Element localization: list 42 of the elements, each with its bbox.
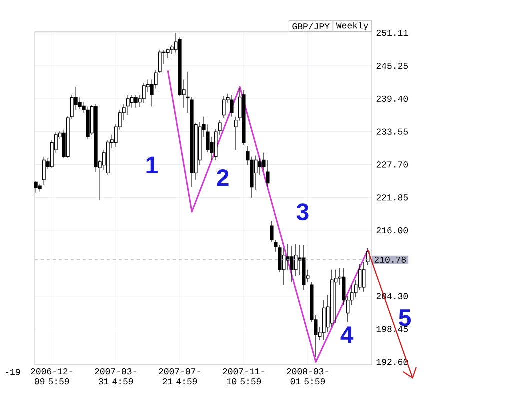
candlestick <box>190 96 194 188</box>
candlestick <box>262 152 266 171</box>
chart-subtitle: Weekly <box>336 22 368 30</box>
x-tick-label: 2007-11-10 5:59 <box>223 368 264 385</box>
candlestick <box>282 248 286 286</box>
candlestick <box>258 158 262 176</box>
annotation: 1 <box>146 156 158 174</box>
chart-title: GBP/JPY <box>292 22 330 30</box>
x-tick-label: 2008-03-01 5:59 <box>287 368 328 385</box>
candlestick <box>254 155 258 190</box>
annotation: 3 <box>296 204 309 221</box>
candlestick <box>290 246 294 283</box>
annotation: 2 <box>217 169 229 186</box>
candlestick <box>286 244 290 270</box>
line-series <box>167 70 369 363</box>
candlestick <box>142 82 146 104</box>
candlestick <box>166 48 170 59</box>
candlestick <box>186 72 190 114</box>
candlestick <box>234 116 238 150</box>
candlestick <box>230 94 234 118</box>
text: -19 <box>6 369 20 376</box>
candlestick <box>170 45 174 55</box>
x-tick-label: 2006-12-09 5:59 <box>31 368 72 385</box>
annotation: 4 <box>340 326 354 344</box>
y-tick-label: 216.00 <box>376 227 408 234</box>
y-tick-label: 233.55 <box>376 128 408 135</box>
y-tick-label: 221.85 <box>376 194 408 201</box>
text: 5 <box>399 310 412 326</box>
candlestick <box>266 160 270 188</box>
y-tick-label: 239.40 <box>376 96 408 102</box>
y-tick-label: 227.70 <box>376 162 408 168</box>
candlestick <box>206 124 210 153</box>
x-tick-label: 2007-03-31 4:59 <box>95 368 136 385</box>
candlestick <box>222 96 226 118</box>
candlestick <box>294 244 298 276</box>
x-tick-label: 2007-07-21 4:59 <box>159 368 200 385</box>
candlestick <box>270 220 274 243</box>
candlestick <box>214 128 218 161</box>
y-tick-label: 251.11 <box>376 30 408 36</box>
ref-line-label: 210.78 <box>374 256 406 263</box>
y-tick-label: 245.25 <box>376 62 408 70</box>
candlestick <box>242 90 246 146</box>
